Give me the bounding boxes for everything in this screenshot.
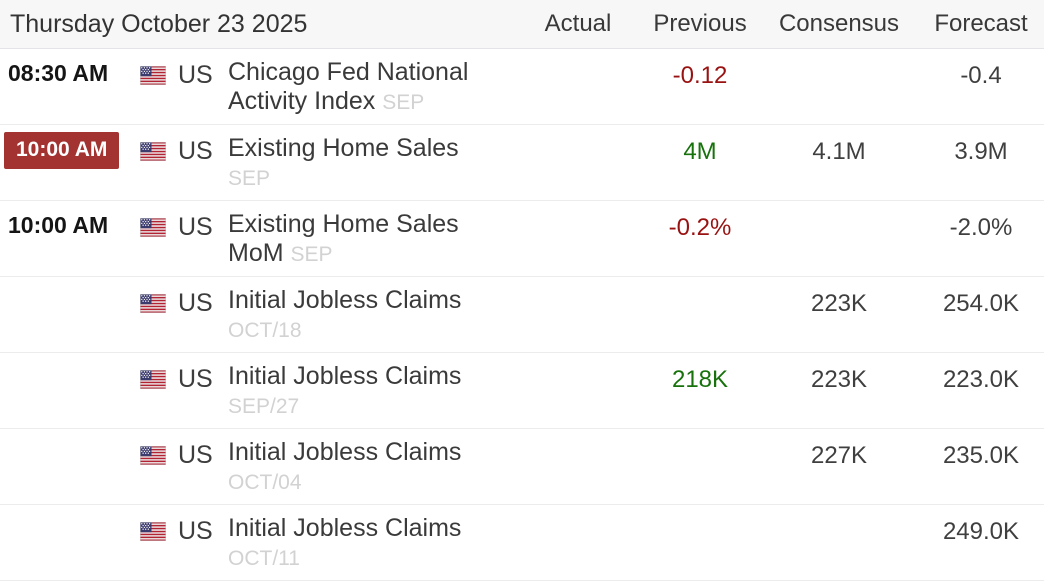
event-cell: Existing Home Sales SEP: [216, 124, 516, 201]
previous-value: -0.2%: [640, 200, 760, 277]
forecast-value: 235.0K: [918, 428, 1044, 505]
previous-value: 218K: [640, 352, 760, 429]
event-cell: Chicago Fed National Activity Index SEP: [216, 48, 516, 125]
event-reference-period: SEP/27: [228, 395, 300, 418]
event-reference-period: OCT/04: [228, 471, 302, 494]
column-header-previous: Previous: [640, 0, 760, 49]
event-reference-period: OCT/18: [228, 319, 302, 342]
event-cell: Existing Home Sales MoM SEP: [216, 200, 516, 277]
event-reference-period: OCT/11: [228, 547, 300, 570]
consensus-value: [760, 48, 918, 125]
previous-value: [640, 504, 760, 581]
event-title[interactable]: Initial Jobless Claims: [228, 362, 462, 390]
country-label: US: [178, 289, 213, 317]
actual-value: [516, 124, 640, 201]
event-row[interactable]: US Initial Jobless Claims SEP/27 218K 22…: [0, 352, 1044, 429]
time-cell: [0, 352, 132, 429]
us-flag-icon: [140, 66, 166, 90]
actual-value: [516, 428, 640, 505]
consensus-value: 227K: [760, 428, 918, 505]
event-time: 10:00 AM: [8, 212, 109, 238]
country-label: US: [178, 213, 213, 241]
actual-value: [516, 276, 640, 353]
country-label: US: [178, 517, 213, 545]
calendar-date-heading: Thursday October 23 2025: [0, 0, 516, 49]
country-cell: US: [132, 428, 216, 505]
calendar-header-row: Thursday October 23 2025 Actual Previous…: [0, 0, 1044, 49]
country-label: US: [178, 441, 213, 469]
country-label: US: [178, 61, 213, 89]
country-label: US: [178, 137, 213, 165]
forecast-value: 249.0K: [918, 504, 1044, 581]
event-row[interactable]: 08:30 AM US Chicago Fed National Activit…: [0, 48, 1044, 125]
consensus-value: [760, 200, 918, 277]
event-reference-period: SEP: [228, 167, 271, 190]
us-flag-icon: [140, 218, 166, 242]
time-cell: [0, 504, 132, 581]
us-flag-icon: [140, 370, 166, 394]
event-cell: Initial Jobless Claims OCT/11: [216, 504, 516, 581]
consensus-value: 223K: [760, 276, 918, 353]
previous-value: [640, 276, 760, 353]
forecast-value: 254.0K: [918, 276, 1044, 353]
consensus-value: [760, 504, 918, 581]
time-cell: 10:00 AM: [0, 124, 132, 201]
event-title[interactable]: Existing Home Sales: [228, 134, 459, 162]
forecast-value: -2.0%: [918, 200, 1044, 277]
time-cell: 08:30 AM: [0, 48, 132, 125]
consensus-value: 4.1M: [760, 124, 918, 201]
event-title[interactable]: Existing Home Sales MoM: [228, 210, 459, 267]
consensus-value: 223K: [760, 352, 918, 429]
forecast-value: 223.0K: [918, 352, 1044, 429]
event-row[interactable]: US Initial Jobless Claims OCT/04 227K 23…: [0, 428, 1044, 505]
event-title[interactable]: Chicago Fed National Activity Index: [228, 58, 469, 115]
forecast-value: 3.9M: [918, 124, 1044, 201]
event-row[interactable]: 10:00 AM US Existing Home Sales SEP 4M 4…: [0, 124, 1044, 201]
event-reference-period: SEP: [290, 243, 333, 266]
event-row[interactable]: 10:00 AM US Existing Home Sales MoM SEP …: [0, 200, 1044, 277]
column-header-consensus: Consensus: [760, 0, 918, 49]
event-title[interactable]: Initial Jobless Claims: [228, 438, 462, 466]
event-time-badge: 10:00 AM: [4, 132, 120, 169]
country-cell: US: [132, 352, 216, 429]
us-flag-icon: [140, 294, 166, 318]
country-cell: US: [132, 124, 216, 201]
event-time: 08:30 AM: [8, 60, 109, 86]
column-header-forecast: Forecast: [918, 0, 1044, 49]
event-cell: Initial Jobless Claims OCT/04: [216, 428, 516, 505]
country-cell: US: [132, 504, 216, 581]
country-label: US: [178, 365, 213, 393]
country-cell: US: [132, 276, 216, 353]
event-title[interactable]: Initial Jobless Claims: [228, 514, 462, 542]
event-reference-period: SEP: [382, 91, 425, 114]
forecast-value: -0.4: [918, 48, 1044, 125]
event-title[interactable]: Initial Jobless Claims: [228, 286, 462, 314]
country-cell: US: [132, 48, 216, 125]
us-flag-icon: [140, 522, 166, 546]
actual-value: [516, 48, 640, 125]
time-cell: 10:00 AM: [0, 200, 132, 277]
time-cell: [0, 428, 132, 505]
event-cell: Initial Jobless Claims SEP/27: [216, 352, 516, 429]
country-cell: US: [132, 200, 216, 277]
column-header-actual: Actual: [516, 0, 640, 49]
event-row[interactable]: US Initial Jobless Claims OCT/18 223K 25…: [0, 276, 1044, 353]
previous-value: 4M: [640, 124, 760, 201]
event-cell: Initial Jobless Claims OCT/18: [216, 276, 516, 353]
actual-value: [516, 352, 640, 429]
previous-value: -0.12: [640, 48, 760, 125]
actual-value: [516, 200, 640, 277]
us-flag-icon: [140, 142, 166, 166]
us-flag-icon: [140, 446, 166, 470]
time-cell: [0, 276, 132, 353]
actual-value: [516, 504, 640, 581]
previous-value: [640, 428, 760, 505]
event-row[interactable]: US Initial Jobless Claims OCT/11 249.0K: [0, 504, 1044, 581]
